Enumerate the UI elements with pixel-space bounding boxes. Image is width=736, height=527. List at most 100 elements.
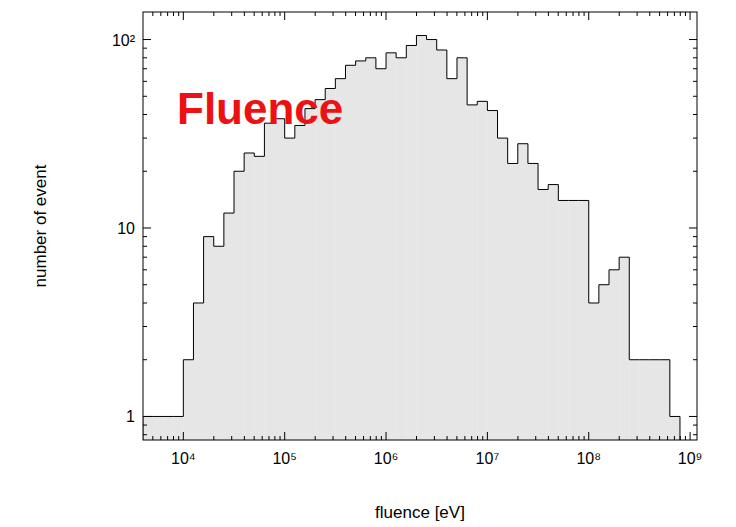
minor-tick (659, 436, 660, 440)
minor-tick (578, 436, 579, 440)
minor-tick (254, 12, 255, 16)
x-tick (284, 432, 285, 440)
minor-tick (482, 12, 483, 16)
minor-tick (573, 12, 574, 16)
bar (396, 58, 406, 440)
minor-tick (693, 257, 697, 258)
y-axis-title: number of event (31, 164, 50, 287)
minor-tick (268, 436, 269, 440)
minor-tick (535, 436, 536, 440)
minor-tick (548, 436, 549, 440)
annotation: Fluence (177, 84, 343, 133)
x-tick (386, 12, 387, 20)
bar (406, 45, 416, 440)
minor-tick (143, 81, 147, 82)
y-tick (689, 416, 697, 417)
bar (386, 53, 396, 440)
minor-tick (477, 12, 478, 16)
bar (447, 79, 457, 440)
bar (477, 101, 487, 440)
minor-tick (464, 436, 465, 440)
bar (619, 257, 629, 440)
minor-tick (143, 326, 147, 327)
minor-tick (333, 436, 334, 440)
minor-tick (477, 436, 478, 440)
minor-tick (685, 436, 686, 440)
minor-tick (566, 12, 567, 16)
minor-tick (416, 436, 417, 440)
bar (609, 270, 619, 440)
minor-tick (578, 12, 579, 16)
minor-tick (262, 12, 263, 16)
bar (629, 360, 639, 440)
x-tick-label: 10⁴ (171, 450, 196, 467)
bar (427, 40, 437, 440)
minor-tick (178, 436, 179, 440)
minor-tick (315, 12, 316, 16)
minor-tick (693, 326, 697, 327)
minor-tick (637, 436, 638, 440)
x-tick (588, 432, 589, 440)
minor-tick (548, 12, 549, 16)
bar (305, 109, 315, 440)
bar (325, 88, 335, 440)
minor-tick (143, 359, 147, 360)
minor-tick (363, 436, 364, 440)
minor-tick (566, 436, 567, 440)
minor-tick (535, 12, 536, 16)
x-tick-label: 10⁹ (678, 450, 703, 467)
bar (437, 50, 447, 440)
plot-frame (143, 12, 697, 440)
bar (193, 303, 203, 440)
minor-tick (517, 436, 518, 440)
minor-tick (558, 436, 559, 440)
minor-tick (274, 12, 275, 16)
minor-tick (685, 12, 686, 16)
bar (234, 171, 244, 440)
minor-tick (143, 236, 147, 237)
x-tick-label: 10⁷ (476, 450, 500, 467)
minor-tick (619, 436, 620, 440)
bar (315, 100, 325, 440)
minor-tick (363, 12, 364, 16)
minor-tick (573, 436, 574, 440)
minor-tick (584, 12, 585, 16)
bar (457, 58, 467, 440)
y-tick (143, 39, 151, 40)
bar (599, 285, 609, 440)
minor-tick (143, 57, 147, 58)
minor-tick (693, 114, 697, 115)
chart: 10⁴10⁵10⁶10⁷10⁸10⁹11010²fluence [eV]numb… (0, 0, 736, 527)
bar (366, 58, 376, 440)
bar (508, 163, 518, 440)
minor-tick (447, 12, 448, 16)
minor-tick (167, 12, 168, 16)
minor-tick (370, 436, 371, 440)
minor-tick (231, 436, 232, 440)
bar (224, 213, 234, 440)
minor-tick (693, 57, 697, 58)
minor-tick (447, 436, 448, 440)
bar (568, 200, 578, 440)
bar (163, 416, 173, 440)
minor-tick (152, 12, 153, 16)
minor-tick (345, 436, 346, 440)
minor-tick (274, 436, 275, 440)
minor-tick (355, 12, 356, 16)
minor-tick (143, 269, 147, 270)
x-tick (487, 432, 488, 440)
minor-tick (517, 12, 518, 16)
minor-tick (693, 236, 697, 237)
bar (264, 123, 274, 440)
x-tick (690, 12, 691, 20)
minor-tick (381, 12, 382, 16)
bar (173, 416, 183, 440)
minor-tick (160, 12, 161, 16)
minor-tick (143, 284, 147, 285)
minor-tick (143, 48, 147, 49)
histogram (143, 36, 680, 440)
x-tick (690, 432, 691, 440)
minor-tick (471, 12, 472, 16)
minor-tick (667, 436, 668, 440)
minor-tick (637, 12, 638, 16)
